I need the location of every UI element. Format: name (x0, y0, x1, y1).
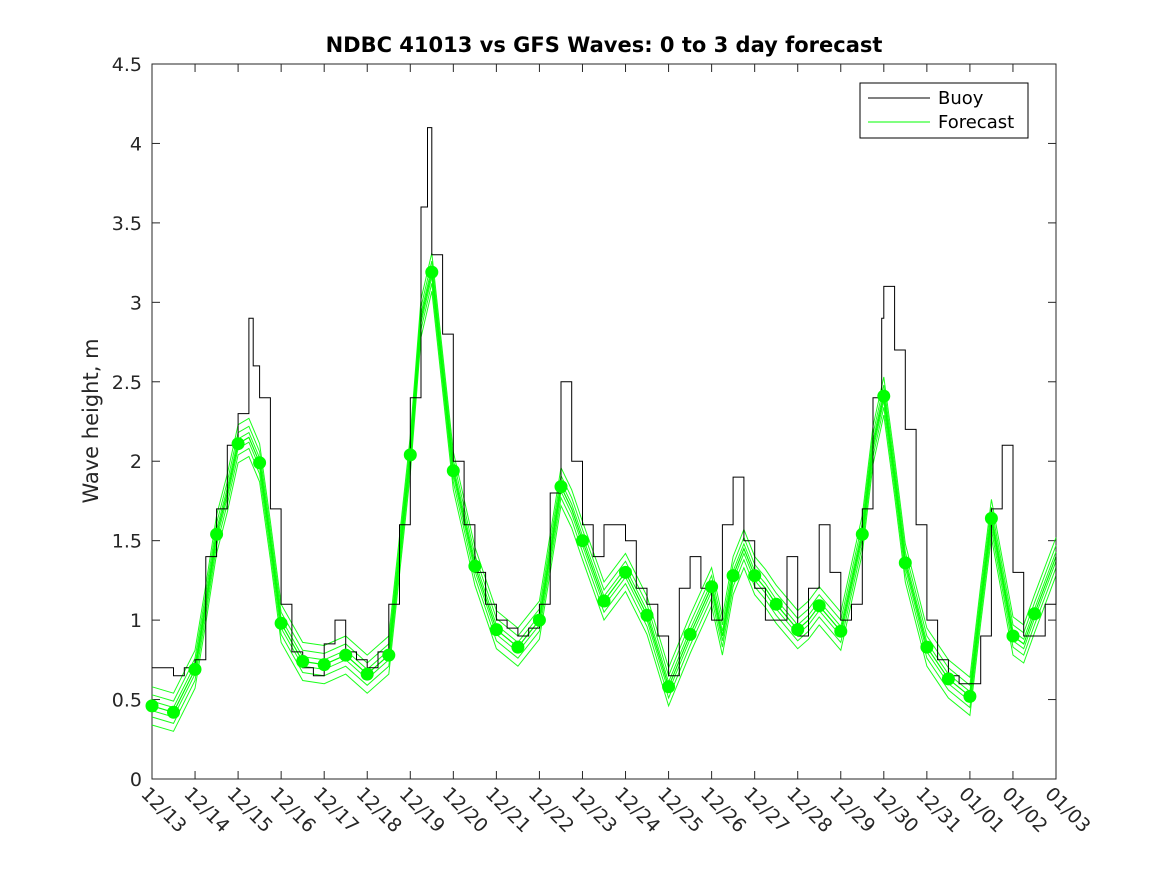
forecast-marker (511, 640, 525, 654)
x-tick-label: 12/23 (567, 783, 621, 837)
forecast-marker (662, 680, 676, 694)
x-tick-label: 12/27 (739, 783, 793, 837)
forecast-marker (1006, 629, 1020, 643)
x-tick-label: 12/25 (653, 783, 707, 837)
forecast-marker (210, 527, 224, 541)
forecast-marker (446, 464, 460, 478)
y-tick-label: 4.5 (112, 54, 142, 76)
y-axis: 0 0.5 1 1.5 2 2.5 3 3.5 4 4.5 (112, 54, 1056, 791)
y-tick-label: 1.5 (112, 531, 142, 553)
forecast-marker (403, 448, 417, 462)
forecast-marker (274, 616, 288, 630)
y-tick-label: 3.5 (112, 213, 142, 235)
forecast-marker (855, 527, 869, 541)
forecast-marker (898, 556, 912, 570)
chart-title: NDBC 41013 vs GFS Waves: 0 to 3 day fore… (326, 33, 883, 57)
x-tick-label: 12/13 (136, 783, 190, 837)
forecast-marker (920, 640, 934, 654)
forecast-ensemble-line (151, 291, 1057, 732)
forecast-marker (532, 613, 546, 627)
forecast-ensemble-line (151, 252, 1057, 694)
forecast-marker (188, 662, 202, 676)
forecast-marker (468, 559, 482, 573)
x-tick-label: 12/31 (911, 783, 965, 837)
y-tick-label: 1 (130, 610, 142, 632)
forecast-marker (145, 699, 159, 713)
plot-area (151, 63, 1057, 780)
forecast-marker (619, 565, 632, 579)
series-group (145, 127, 1057, 732)
forecast-marker (640, 608, 654, 622)
forecast-marker (317, 658, 331, 672)
x-tick-label: 12/21 (481, 783, 535, 837)
forecast-marker (1028, 607, 1041, 621)
forecast-marker (726, 569, 740, 583)
forecast-marker (425, 265, 439, 279)
legend-label-buoy: Buoy (938, 88, 984, 109)
forecast-marker (769, 597, 783, 611)
y-tick-label: 0 (130, 769, 142, 791)
forecast-marker (489, 623, 503, 637)
forecast-marker (984, 511, 998, 525)
y-tick-label: 0.5 (112, 690, 142, 712)
forecast-marker (296, 654, 310, 668)
forecast-ensemble-line (151, 260, 1057, 702)
forecast-marker (877, 389, 891, 403)
x-tick-label: 01/02 (997, 783, 1051, 837)
forecast-marker (941, 672, 955, 686)
forecast-marker (382, 648, 396, 662)
forecast-marker (683, 627, 697, 641)
x-tick-label: 01/01 (954, 783, 1008, 837)
forecast-marker (167, 705, 180, 719)
x-tick-label: 12/30 (868, 783, 922, 837)
y-tick-label: 2.5 (112, 372, 142, 394)
x-tick-label: 12/18 (352, 783, 406, 837)
x-tick-label: 12/20 (438, 783, 492, 837)
forecast-marker (834, 624, 848, 638)
x-tick-label: 12/15 (223, 783, 277, 837)
forecast-marker (253, 456, 267, 470)
forecast-marker (748, 569, 762, 583)
x-tick-label: 12/19 (395, 783, 449, 837)
y-axis-label: Wave height, m (79, 338, 103, 503)
forecast-marker (705, 580, 719, 594)
buoy-line (152, 127, 1057, 685)
legend-box (859, 82, 1029, 139)
legend: Buoy Forecast (859, 82, 1029, 139)
forecast-marker (812, 599, 826, 613)
x-tick-label: 12/24 (610, 783, 664, 837)
forecast-ensemble-line (151, 283, 1057, 724)
x-tick-label: 12/28 (782, 783, 836, 837)
y-tick-label: 4 (130, 133, 142, 155)
x-tick-label: 12/29 (825, 783, 879, 837)
x-tick-label: 12/26 (696, 783, 750, 837)
forecast-marker (597, 594, 611, 608)
x-tick-label: 12/14 (180, 783, 234, 837)
x-tick-label: 01/03 (1040, 783, 1094, 837)
forecast-marker (554, 480, 568, 494)
y-tick-label: 3 (130, 292, 142, 314)
x-tick-label: 12/22 (524, 783, 578, 837)
x-tick-label: 12/17 (309, 783, 363, 837)
y-tick-label: 2 (130, 451, 142, 473)
forecast-marker (791, 623, 805, 637)
forecast-marker (576, 534, 589, 548)
legend-label-forecast: Forecast (938, 112, 1014, 133)
forecast-marker (360, 667, 374, 681)
x-tick-label: 12/16 (266, 783, 320, 837)
forecast-marker (339, 648, 353, 662)
forecast-marker (231, 437, 245, 451)
forecast-marker (963, 689, 977, 703)
